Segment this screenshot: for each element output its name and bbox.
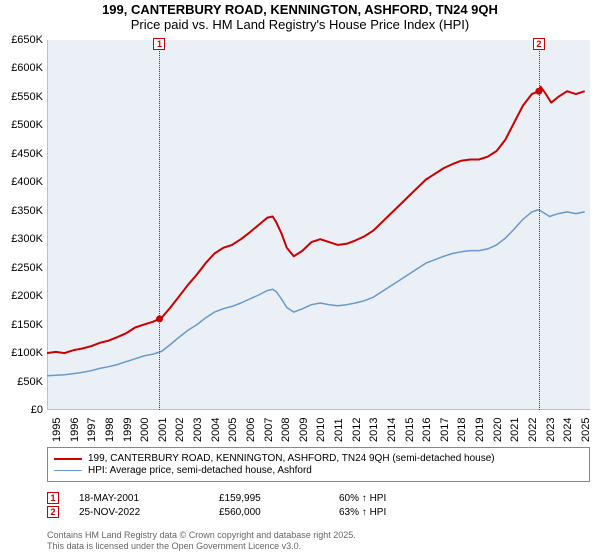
sale-row-1: 1 18-MAY-2001 £159,995 60% ↑ HPI xyxy=(47,492,590,504)
x-tick-label: 2010 xyxy=(315,418,327,442)
x-tick-label: 2021 xyxy=(509,418,521,442)
title-subtitle: Price paid vs. HM Land Registry's House … xyxy=(0,17,600,32)
x-tick-label: 2013 xyxy=(368,418,380,442)
x-tick-label: 2009 xyxy=(298,418,310,442)
series-hpi xyxy=(47,210,585,376)
sale-marker-2: 2 xyxy=(47,506,59,518)
sale-hpi-1: 60% ↑ HPI xyxy=(339,493,459,504)
legend-swatch-hpi xyxy=(54,470,82,471)
x-tick-label: 2016 xyxy=(421,418,433,442)
y-tick-label: £200K xyxy=(0,290,43,302)
y-tick-label: £600K xyxy=(0,62,43,74)
sale-price-2: £560,000 xyxy=(219,507,339,518)
series-price_paid xyxy=(47,87,585,353)
chart-svg xyxy=(47,40,590,410)
title-address: 199, CANTERBURY ROAD, KENNINGTON, ASHFOR… xyxy=(0,2,600,17)
x-tick-label: 1999 xyxy=(122,418,134,442)
sale-marker-box: 2 xyxy=(533,38,545,50)
x-tick-label: 2023 xyxy=(545,418,557,442)
x-tick-label: 2012 xyxy=(351,418,363,442)
y-tick-label: £500K xyxy=(0,119,43,131)
x-tick-label: 2008 xyxy=(280,418,292,442)
sale-marker-line xyxy=(159,40,160,410)
x-tick-label: 2015 xyxy=(404,418,416,442)
y-tick-label: £450K xyxy=(0,148,43,160)
legend-row-price: 199, CANTERBURY ROAD, KENNINGTON, ASHFOR… xyxy=(54,453,583,464)
sale-price-1: £159,995 xyxy=(219,493,339,504)
sale-table: 1 18-MAY-2001 £159,995 60% ↑ HPI 2 25-NO… xyxy=(47,490,590,520)
x-tick-label: 2024 xyxy=(562,418,574,442)
y-tick-label: £650K xyxy=(0,34,43,46)
sale-date-2: 25-NOV-2022 xyxy=(79,507,219,518)
title-block: 199, CANTERBURY ROAD, KENNINGTON, ASHFOR… xyxy=(0,0,600,32)
x-tick-label: 2017 xyxy=(439,418,451,442)
legend-box: 199, CANTERBURY ROAD, KENNINGTON, ASHFOR… xyxy=(47,447,590,482)
y-tick-label: £250K xyxy=(0,262,43,274)
x-tick-label: 1995 xyxy=(51,418,63,442)
legend-row-hpi: HPI: Average price, semi-detached house,… xyxy=(54,465,583,476)
x-tick-label: 1996 xyxy=(69,418,81,442)
y-tick-label: £50K xyxy=(0,376,43,388)
x-tick-label: 2000 xyxy=(139,418,151,442)
sale-marker-1: 1 xyxy=(47,492,59,504)
x-tick-label: 2007 xyxy=(263,418,275,442)
legend-label-price: 199, CANTERBURY ROAD, KENNINGTON, ASHFOR… xyxy=(88,453,495,464)
legend-swatch-price xyxy=(54,458,82,460)
y-tick-label: £100K xyxy=(0,347,43,359)
footnote: Contains HM Land Registry data © Crown c… xyxy=(47,530,590,552)
x-tick-label: 2005 xyxy=(227,418,239,442)
x-tick-label: 2003 xyxy=(192,418,204,442)
legend-label-hpi: HPI: Average price, semi-detached house,… xyxy=(88,465,312,476)
x-tick-label: 2019 xyxy=(474,418,486,442)
x-tick-label: 1997 xyxy=(86,418,98,442)
x-tick-label: 2006 xyxy=(245,418,257,442)
sale-hpi-2: 63% ↑ HPI xyxy=(339,507,459,518)
x-tick-label: 2014 xyxy=(386,418,398,442)
y-tick-label: £150K xyxy=(0,319,43,331)
x-tick-label: 2020 xyxy=(492,418,504,442)
x-tick-label: 2002 xyxy=(174,418,186,442)
sale-marker-line xyxy=(539,40,540,410)
y-tick-label: £550K xyxy=(0,91,43,103)
x-tick-label: 2004 xyxy=(210,418,222,442)
sale-row-2: 2 25-NOV-2022 £560,000 63% ↑ HPI xyxy=(47,506,590,518)
footnote-line1: Contains HM Land Registry data © Crown c… xyxy=(47,530,590,541)
sale-marker-box: 1 xyxy=(153,38,165,50)
x-tick-label: 2022 xyxy=(527,418,539,442)
footnote-line2: This data is licensed under the Open Gov… xyxy=(47,541,590,552)
y-tick-label: £0 xyxy=(0,404,43,416)
y-tick-label: £350K xyxy=(0,205,43,217)
x-tick-label: 1998 xyxy=(104,418,116,442)
chart-area: £0£50K£100K£150K£200K£250K£300K£350K£400… xyxy=(47,40,590,410)
y-tick-label: £300K xyxy=(0,233,43,245)
x-tick-label: 2018 xyxy=(456,418,468,442)
sale-date-1: 18-MAY-2001 xyxy=(79,493,219,504)
x-tick-label: 2001 xyxy=(157,418,169,442)
y-tick-label: £400K xyxy=(0,176,43,188)
x-tick-label: 2025 xyxy=(580,418,592,442)
chart-container: 199, CANTERBURY ROAD, KENNINGTON, ASHFOR… xyxy=(0,0,600,560)
x-tick-label: 2011 xyxy=(333,418,345,442)
